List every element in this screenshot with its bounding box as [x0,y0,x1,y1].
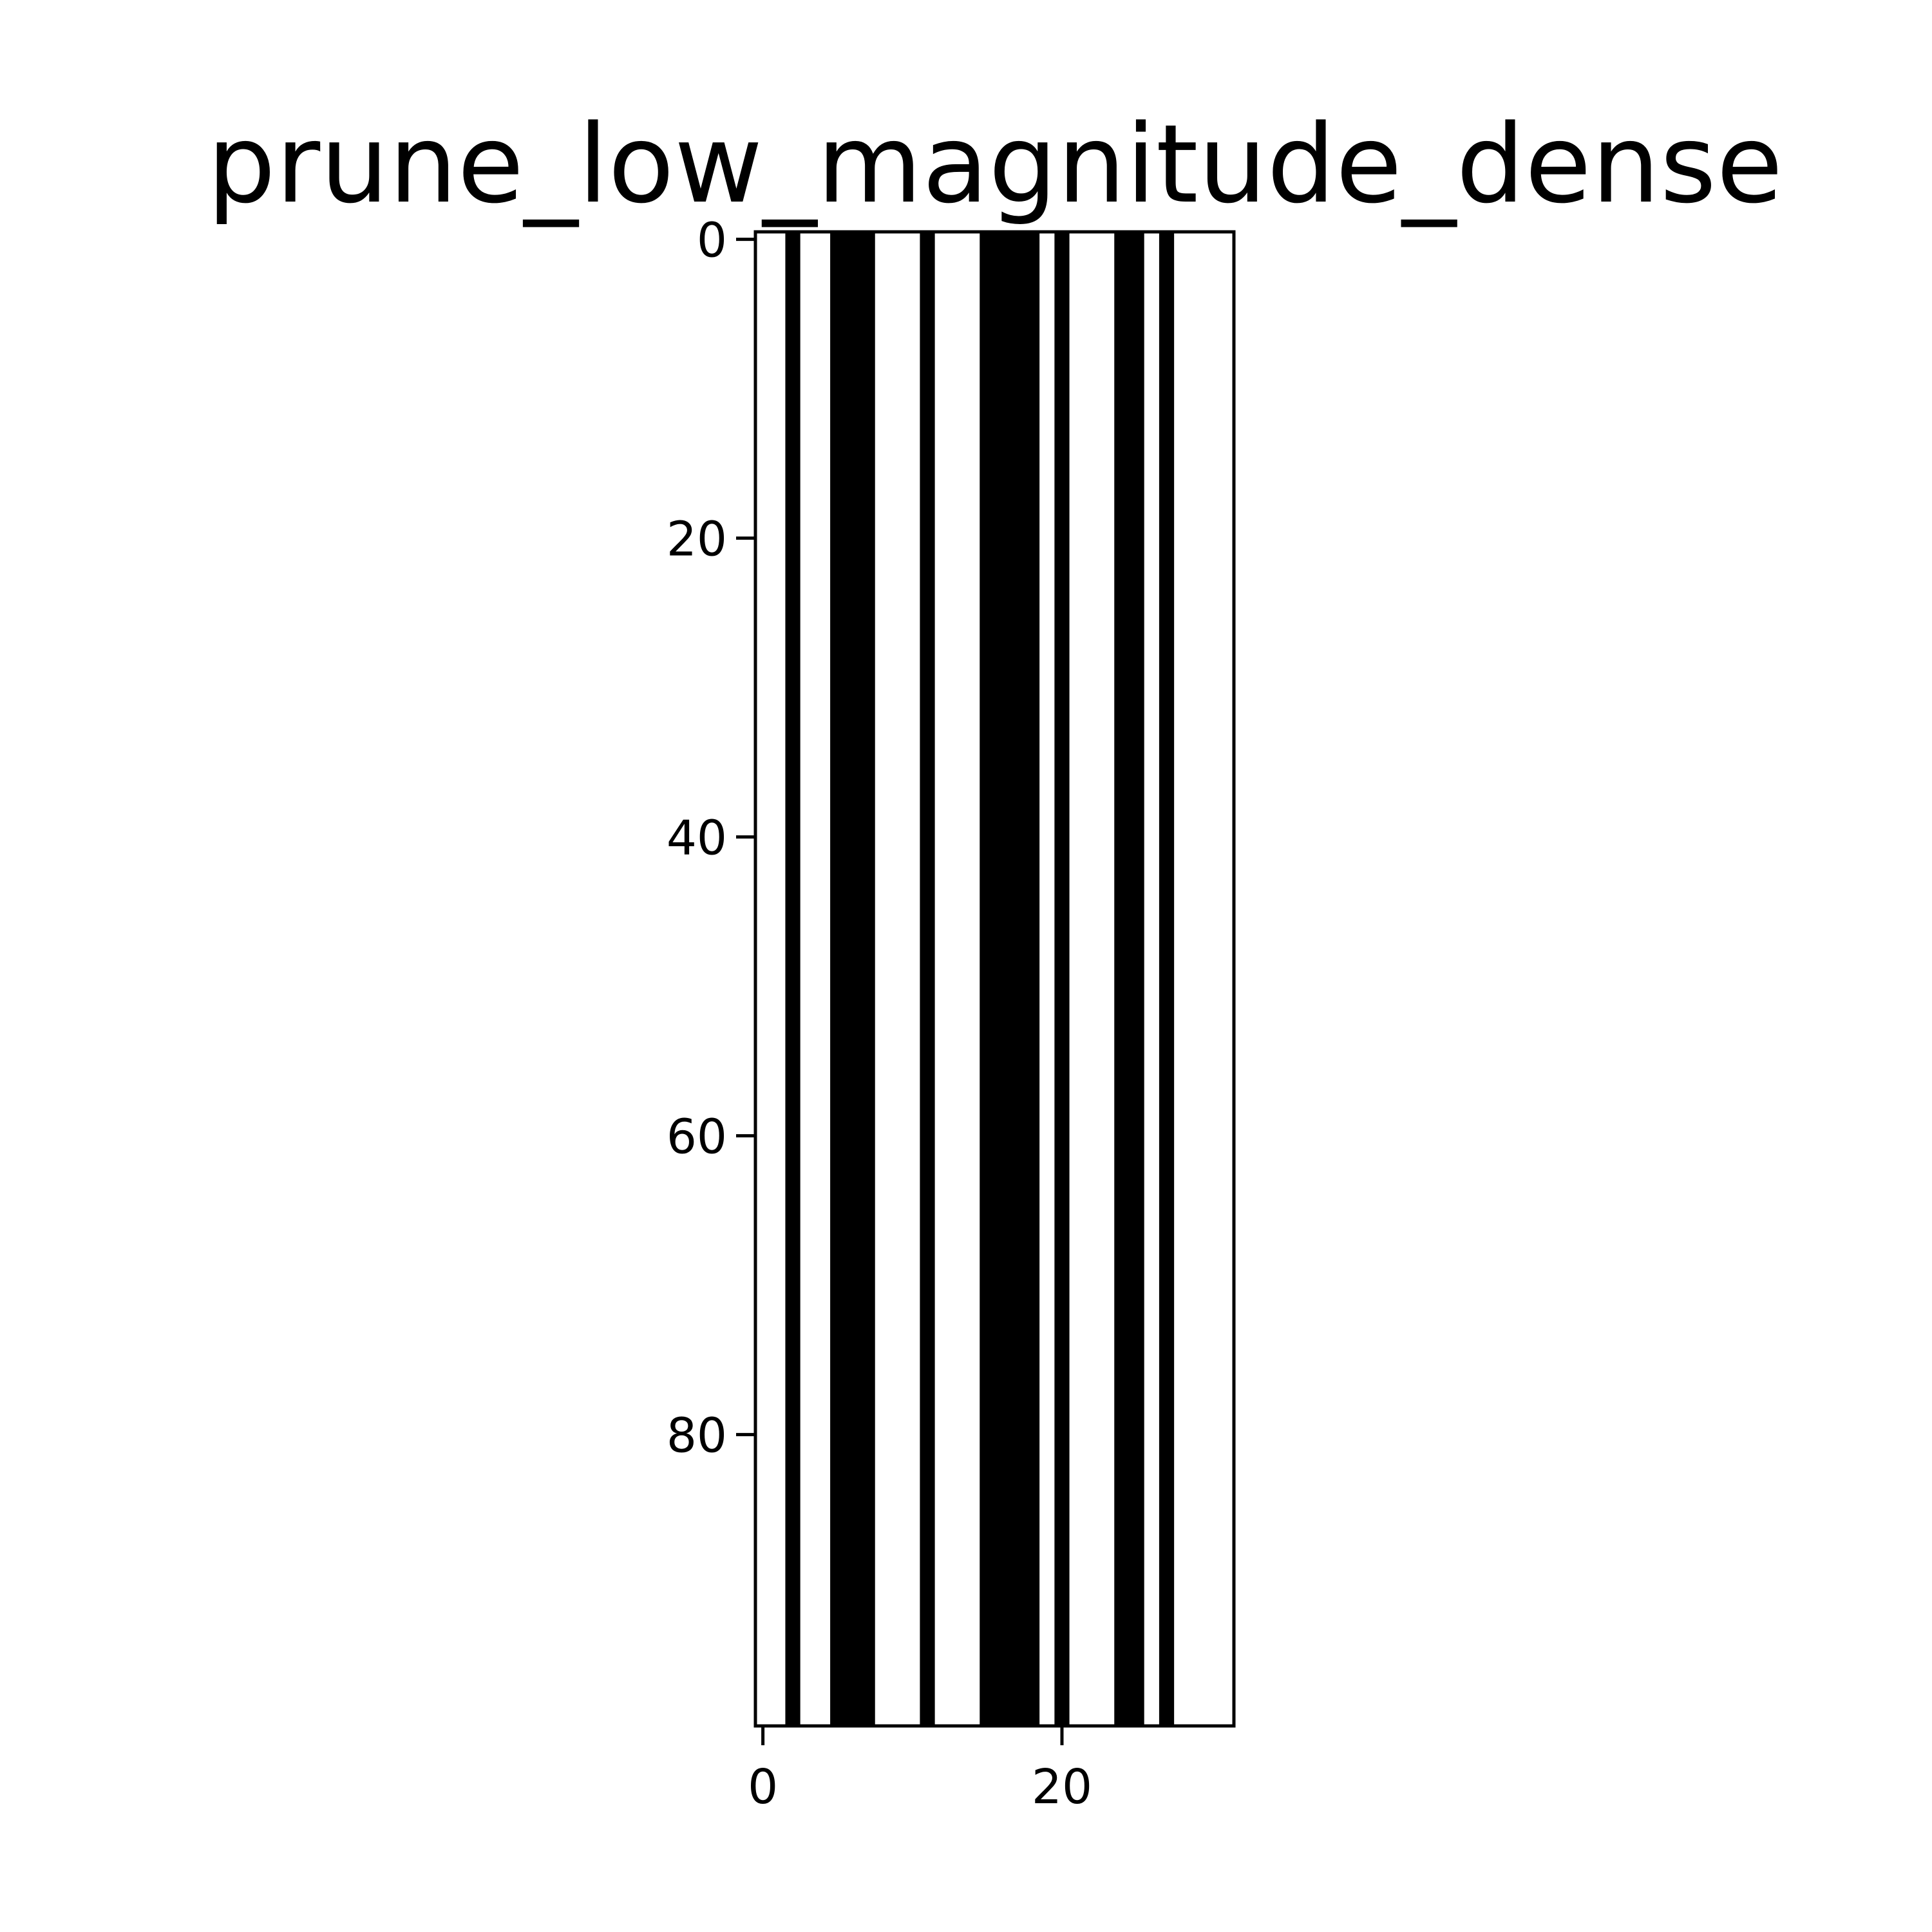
heatmap-column-28 [1174,232,1189,1726]
heatmap-column-4 [815,232,831,1726]
heatmap-column-25 [1129,232,1145,1726]
heatmap-column-5 [830,232,846,1726]
heatmap-column-30 [1204,232,1220,1726]
heatmap-column-6 [845,232,861,1726]
heatmap-column-31 [1218,232,1235,1726]
heatmap-column-24 [1114,232,1130,1726]
heatmap-column-23 [1099,232,1115,1726]
heatmap-column-14 [965,232,980,1726]
y-tick-label: 60 [667,1110,727,1165]
heatmap-cells [755,232,1235,1726]
heatmap-column-21 [1069,232,1085,1726]
heatmap-column-3 [800,232,816,1726]
heatmap-column-0 [755,232,771,1726]
heatmap-column-8 [875,232,891,1726]
heatmap-column-11 [920,232,936,1726]
heatmap-column-12 [934,232,951,1726]
y-tick-label: 0 [697,213,727,269]
heatmap-column-13 [949,232,965,1726]
x-tick-label: 0 [748,1759,778,1815]
heatmap-column-29 [1189,232,1205,1726]
heatmap-column-17 [1009,232,1025,1726]
y-axis: 0 20 40 60 80 [667,213,755,1464]
heatmap-column-22 [1084,232,1100,1726]
heatmap-column-1 [770,232,786,1726]
x-axis: 0 20 [748,1726,1092,1815]
heatmap-column-15 [980,232,996,1726]
heatmap-column-19 [1039,232,1055,1726]
plot-frame [753,230,1236,1728]
heatmap-column-27 [1159,232,1175,1726]
heatmap-column-26 [1144,232,1160,1726]
y-tick-label: 20 [667,512,727,567]
x-tick-label: 20 [1032,1759,1092,1815]
heatmap-column-10 [905,232,921,1726]
y-tick-label: 40 [667,811,727,866]
heatmap-column-7 [860,232,876,1726]
heatmap-column-2 [785,232,801,1726]
heatmap-column-18 [1024,232,1040,1726]
chart-title: prune_low_magnitude_dense [207,101,1783,227]
heatmap-column-20 [1054,232,1070,1726]
y-tick-label: 80 [667,1408,727,1464]
heatmap-column-9 [889,232,905,1726]
heatmap-column-16 [994,232,1010,1726]
